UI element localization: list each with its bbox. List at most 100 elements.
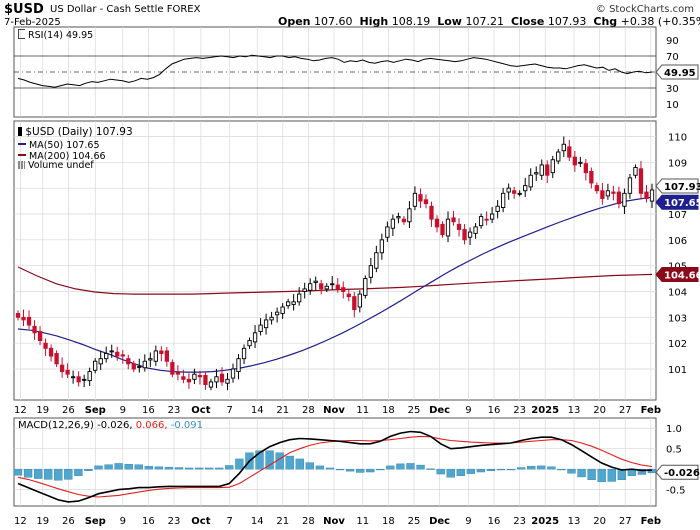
candle-body (164, 350, 169, 362)
candle-body (484, 218, 489, 221)
ma200-legend: MA(200) 104.66 (18, 152, 106, 162)
candle-body (236, 358, 241, 373)
candle-body (15, 313, 21, 318)
macd-hist-bar (33, 468, 43, 479)
candle-body (451, 217, 456, 223)
macd-hist-bar (124, 464, 133, 470)
candle-body (512, 190, 517, 194)
macd-hist-bar (496, 468, 506, 471)
price-x-tick-label: 13 (568, 405, 581, 416)
candle-body (59, 364, 65, 373)
rsi-legend: RSI(14) 49.95 (18, 29, 93, 41)
macd-hist-bar (597, 468, 606, 483)
macd-hist-bar (255, 450, 264, 470)
candle-body (583, 163, 588, 174)
price-x-tick-label: 12 (14, 405, 27, 416)
price-x-tick-label: 27 (619, 405, 632, 416)
candle-body (142, 360, 147, 369)
candle-body (638, 168, 644, 194)
macd-hist-bar (637, 468, 647, 475)
candle-body (313, 280, 318, 283)
high-value: 108.19 (391, 15, 431, 28)
price-y-tick-label: 104 (668, 288, 687, 299)
rsi-legend-label: RSI(14) 49.95 (28, 30, 94, 41)
candle-body (539, 164, 544, 176)
macd-value-text: -0.026 (664, 468, 700, 479)
close-value: 107.93 (547, 15, 587, 28)
macd-hist-bar (587, 468, 596, 481)
candle-body (285, 301, 291, 307)
price-panel: 101102103104105106107108109110104.66107.… (13, 120, 700, 401)
candle-body (418, 194, 423, 202)
candle-body (214, 376, 219, 383)
macd-legend-signal-value: 0.066, (135, 420, 168, 431)
rsi-y-tick-label: 10 (666, 100, 679, 111)
candle-body (622, 192, 627, 207)
candle-body (241, 347, 247, 360)
macd-x-tick-label: 13 (568, 516, 581, 527)
macd-x-tick-label: 19 (36, 516, 49, 527)
macd-hist-bar (144, 466, 153, 470)
macd-hist-bar (174, 467, 184, 470)
chg-label: Chg (593, 15, 618, 28)
candle-body (578, 161, 583, 164)
rsi-line (17, 54, 653, 88)
macd-hist-bar (205, 467, 214, 470)
price-x-tick-label: 26 (62, 405, 75, 416)
candle-body (54, 353, 59, 365)
candle-body (37, 331, 43, 342)
instrument-name: US Dollar - Cash Settle FOREX (50, 5, 200, 15)
candle-body (528, 174, 533, 188)
ma200-line (17, 266, 653, 295)
price-x-tick-label: 9 (465, 405, 471, 416)
macd-value-box (655, 464, 699, 480)
price-x-tick-label: 21 (276, 405, 289, 416)
chg-value: +0.38 (+0.35%) (620, 15, 700, 28)
price-frame (13, 120, 657, 401)
candle-body (627, 177, 633, 194)
brand-watermark[interactable]: © StockCharts.com (595, 4, 694, 15)
macd-hist-bar (235, 458, 244, 470)
candle-body (445, 218, 451, 237)
macd-x-tick-label: 28 (302, 516, 315, 527)
candle-body (274, 311, 280, 316)
candle-body (594, 185, 600, 192)
macd-x-tick-label: 26 (62, 516, 75, 527)
candle-body (605, 190, 611, 197)
macd-hist-bar (607, 468, 616, 482)
macd-x-tick-label: Oct (191, 516, 210, 527)
macd-y-tick-label: -0.5 (666, 486, 686, 497)
macd-hist-bar (64, 468, 73, 480)
close-value-box (655, 178, 699, 194)
macd-hist-bar (426, 468, 435, 470)
candle-body (611, 191, 616, 194)
ma200-legend-line-icon (18, 154, 26, 156)
low-label: Low (437, 15, 462, 28)
ma50-legend-text: MA(50) 107.65 (29, 140, 100, 151)
ohlc-readout: Open 107.60 High 108.19 Low 107.21 Close… (278, 16, 700, 28)
candle-body (423, 199, 429, 205)
price-x-tick-label: Feb (641, 405, 661, 416)
price-x-tick-label: 25 (408, 405, 421, 416)
candle-body (434, 218, 440, 228)
macd-hist-bar (104, 464, 113, 470)
macd-hist-bar (194, 467, 204, 470)
macd-line (17, 430, 653, 503)
macd-x-tick-label: 23 (168, 516, 181, 527)
candle-body (137, 365, 142, 368)
price-x-tick-label: 11 (356, 405, 369, 416)
macd-legend-prefix: MACD(12,26,9) (18, 420, 94, 431)
ma200-legend-text: MA(200) 104.66 (29, 151, 106, 162)
macd-x-tick-label: 21 (276, 516, 289, 527)
high-label: High (359, 15, 389, 28)
macd-hist-bar (325, 467, 335, 470)
price-x-tick-label: 20 (593, 405, 606, 416)
candle-body (506, 187, 511, 193)
candle-body (616, 191, 622, 205)
candle-body (115, 351, 120, 357)
candle-body (489, 213, 495, 220)
price-x-tick-label: 7 (226, 405, 232, 416)
price-x-axis: 12 19 26 Sep 9 16 23 Oct 7 14 21 28 Nov 11 18 25 Dec 9 16 2… (14, 405, 661, 416)
rsi-value-text: 49.95 (664, 68, 696, 79)
